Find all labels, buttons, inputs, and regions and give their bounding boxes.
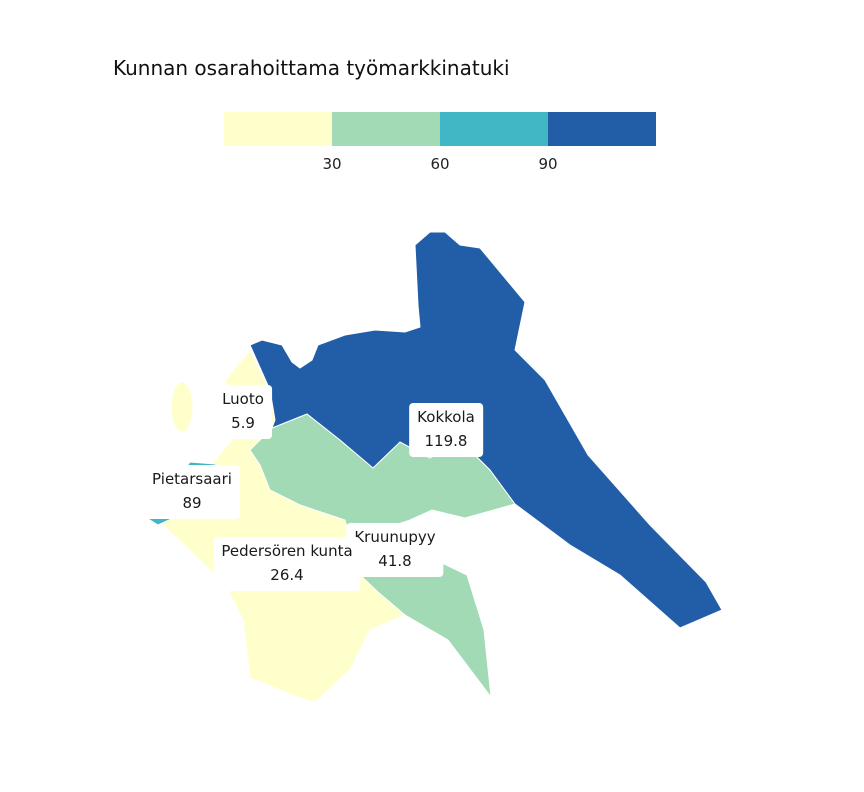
legend-swatch-2 <box>332 112 440 146</box>
legend-swatch-4 <box>548 112 656 146</box>
label-pedersore-value: 26.4 <box>270 566 304 584</box>
label-kruunupyy-name: Kruunupyy <box>354 528 436 546</box>
label-kokkola-value: 119.8 <box>424 432 468 450</box>
legend-tick-90: 90 <box>538 155 558 173</box>
legend-swatch-3 <box>440 112 548 146</box>
map-title: Kunnan osarahoittama työmarkkinatuki <box>113 56 510 80</box>
color-legend <box>224 112 656 146</box>
label-pietarsaari-name: Pietarsaari <box>152 470 232 488</box>
legend-swatch-1 <box>224 112 332 146</box>
region-kokkola[interactable] <box>249 231 723 629</box>
label-pietarsaari-value: 89 <box>182 494 202 512</box>
label-luoto-name: Luoto <box>222 390 264 408</box>
legend-tick-30: 30 <box>322 155 342 173</box>
label-luoto: Luoto 5.9 <box>214 385 272 439</box>
label-pedersore: Pedersören kunta 26.4 <box>213 537 361 591</box>
label-pedersore-name: Pedersören kunta <box>221 542 353 560</box>
label-luoto-value: 5.9 <box>231 414 255 432</box>
region-luoto[interactable] <box>170 381 194 433</box>
label-kruunupyy-value: 41.8 <box>378 552 412 570</box>
label-kokkola-name: Kokkola <box>417 408 475 426</box>
label-kokkola: Kokkola 119.8 <box>409 403 483 457</box>
label-pietarsaari: Pietarsaari 89 <box>144 465 240 519</box>
legend-tick-60: 60 <box>430 155 450 173</box>
label-kruunupyy: Kruunupyy 41.8 <box>346 523 444 577</box>
